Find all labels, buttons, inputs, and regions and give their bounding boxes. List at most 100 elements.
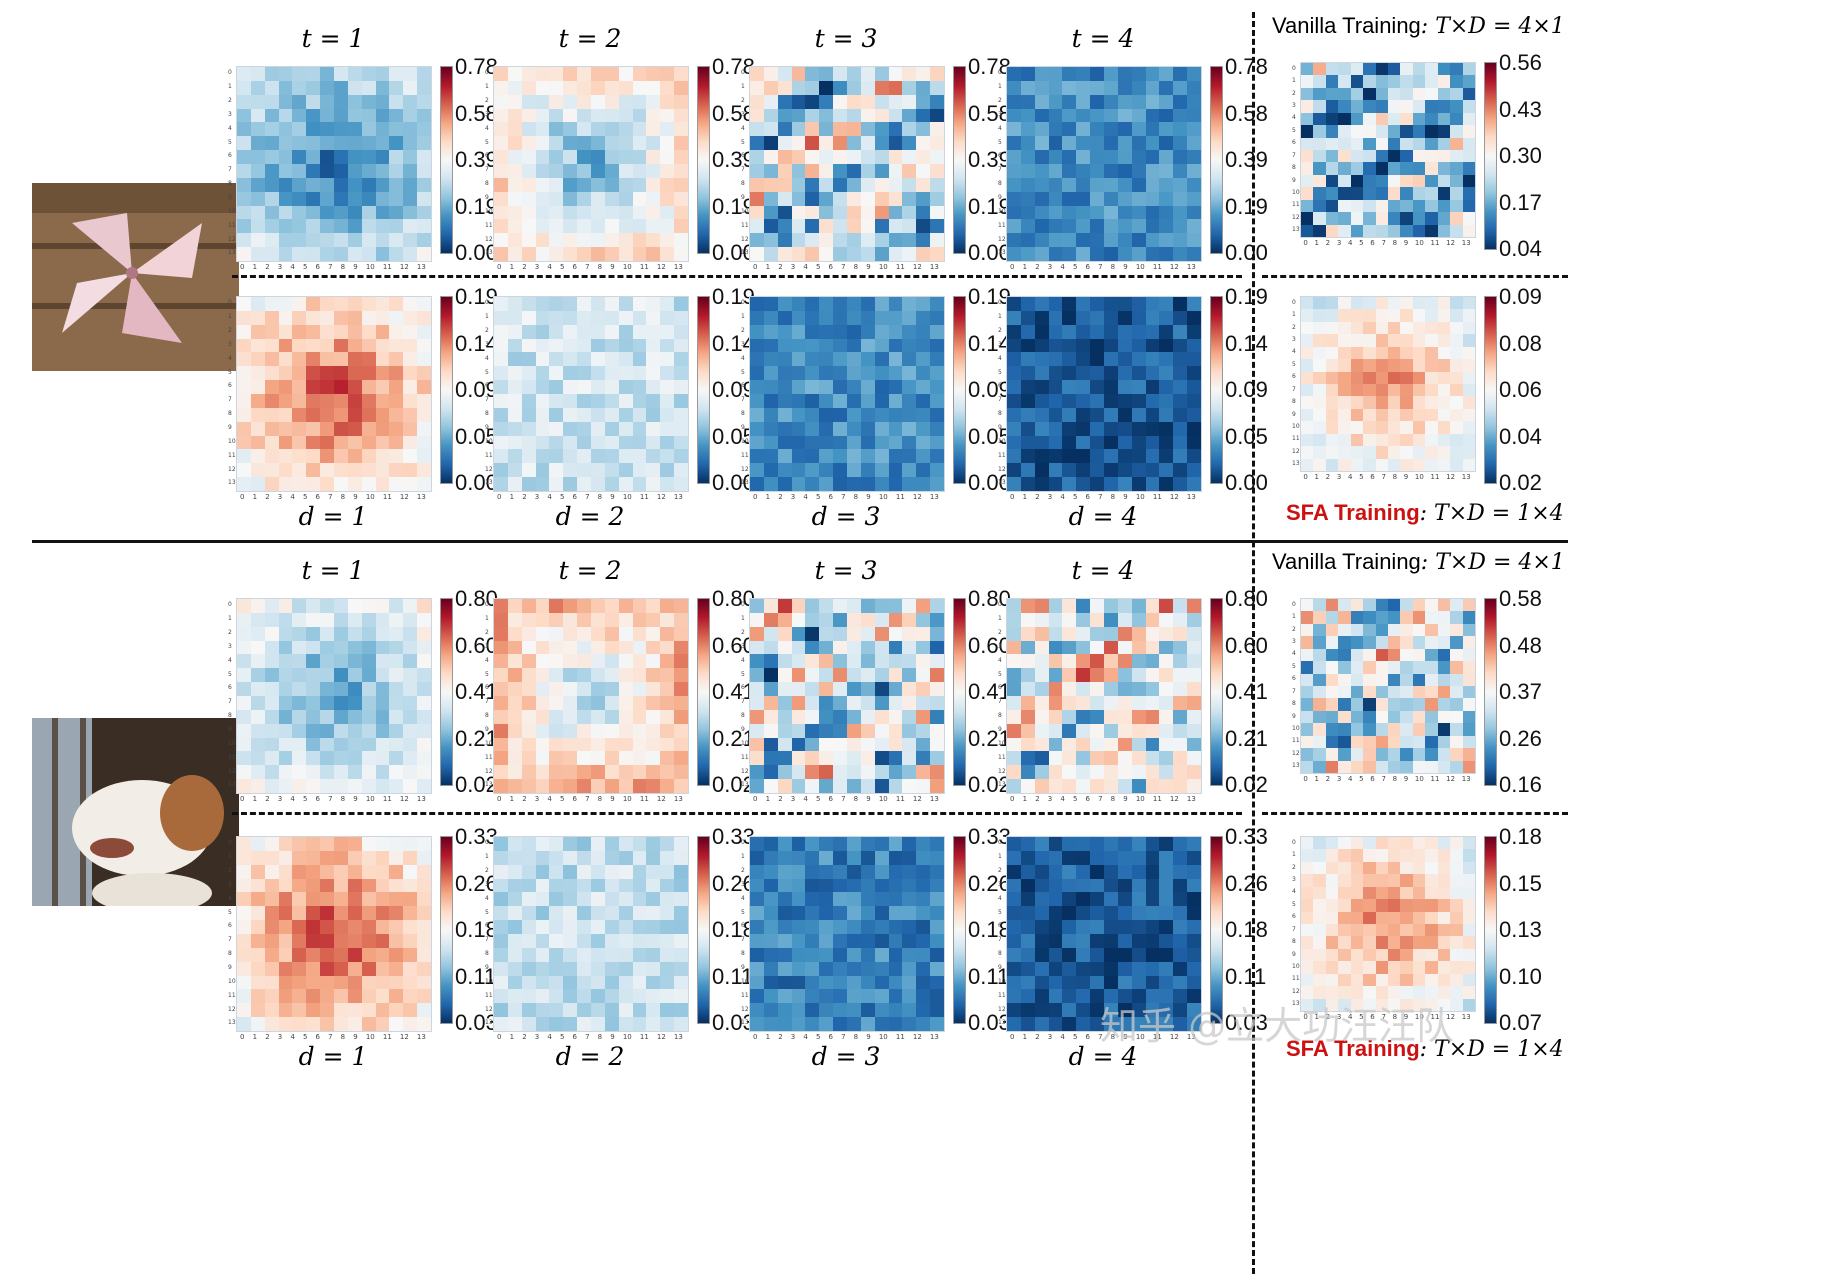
y-tick-labels: 0 1 2 3 4 5 6 7 8 9 10 11 12 13 (228, 66, 236, 260)
heatmap-cell (278, 906, 293, 921)
sfa-label-top: SFA Training: T×D = 1×4 (1286, 500, 1564, 526)
heatmap-cell (563, 380, 578, 394)
heatmap-cell (507, 723, 522, 738)
y-tick-label: 11 (228, 753, 236, 761)
heatmap-cell (805, 191, 820, 206)
heatmap-cell (292, 297, 307, 311)
heatmap-cell (1363, 224, 1376, 237)
heatmap-cell (549, 463, 564, 478)
heatmap-cell (930, 297, 944, 311)
heatmap-cell (1076, 906, 1091, 921)
y-tick-label: 5 (741, 138, 745, 146)
y-tick-label: 1 (998, 313, 1002, 321)
heatmap-cell (590, 324, 605, 339)
heatmap-cell (237, 163, 251, 178)
heatmap-cell (902, 933, 917, 948)
colorbar-tick-label: 0.18 (1225, 917, 1268, 942)
heatmap-cell (930, 177, 944, 192)
heatmap-cell (1301, 371, 1314, 384)
heatmap-cell (521, 435, 536, 450)
heatmap-cell (1425, 760, 1438, 773)
heatmap-cell (777, 906, 792, 921)
heatmap-cell (250, 407, 265, 422)
x-tick-label: 10 (1135, 493, 1145, 501)
heatmap-cell (1400, 212, 1413, 225)
heatmap-cell (750, 695, 764, 710)
heatmap-cell (763, 352, 778, 367)
heatmap-cell (361, 297, 376, 311)
y-tick-label: 5 (1292, 662, 1296, 670)
heatmap-cell (1363, 698, 1376, 711)
heatmap-cell (874, 961, 889, 976)
heatmap-cell (278, 108, 293, 123)
heatmap-cell (494, 737, 508, 752)
y-tick-label: 7 (485, 698, 489, 706)
heatmap-cell (375, 682, 390, 696)
heatmap-cell (604, 150, 619, 164)
y-tick-label: 1 (485, 853, 489, 861)
heatmap-cell (1062, 640, 1077, 655)
heatmap-cell (874, 205, 889, 220)
heatmap-cell (618, 380, 633, 394)
heatmap-cell (1159, 626, 1174, 641)
heatmap-cell (805, 324, 820, 339)
x-tick-label: 4 (1347, 1013, 1353, 1021)
heatmap-cell (1313, 224, 1326, 237)
heatmap-cell (902, 751, 917, 766)
heatmap-cell (347, 640, 362, 655)
heatmap-cell (1313, 673, 1326, 686)
heatmap-cell (250, 297, 265, 311)
colorbar-tick-label: 0.19 (968, 193, 1011, 219)
heatmap-cell (874, 150, 889, 164)
y-tick-labels: 0 1 2 3 4 5 6 7 8 9 10 11 12 13 (1292, 62, 1300, 236)
heatmap-cell (902, 709, 917, 724)
heatmap-cell (660, 463, 675, 478)
heatmap-cell (320, 94, 334, 109)
heatmap-cell (375, 352, 390, 367)
heatmap-cell (278, 640, 293, 655)
heatmap-cell (1350, 137, 1364, 150)
heatmap-cell (1131, 108, 1146, 123)
x-tick-label: 13 (1186, 1033, 1196, 1041)
heatmap-cell (777, 933, 792, 948)
heatmap-cell (1363, 874, 1376, 887)
heatmap-cell (1400, 723, 1413, 736)
heatmap-cell (264, 723, 279, 738)
heatmap-cell (1350, 710, 1364, 724)
heatmap-cell (494, 205, 508, 220)
heatmap-cell (763, 626, 778, 641)
heatmap-cell (237, 850, 251, 865)
heatmap-cell (819, 205, 834, 220)
heatmap-cell (347, 324, 362, 339)
heatmap-cell (1117, 380, 1132, 394)
heatmap-cell (674, 435, 688, 450)
heatmap-cell (1437, 100, 1451, 113)
x-tick-label: 0 (497, 263, 502, 271)
x-tick-label: 6 (315, 1033, 320, 1041)
heatmap-cell (494, 324, 508, 339)
heatmap-cell (1350, 384, 1364, 397)
y-tick-label: 3 (998, 110, 1002, 118)
colorbar-tick-label: 0.33 (712, 824, 755, 849)
heatmap-cell (763, 310, 778, 325)
heatmap-cell (494, 837, 508, 851)
heatmap-cell (1437, 75, 1451, 88)
heatmap-cell (1375, 408, 1388, 422)
heatmap-cell (916, 407, 931, 422)
heatmap-cell (1187, 67, 1201, 81)
heatmap-cell (521, 67, 536, 81)
heatmap-cell (791, 737, 806, 752)
panel-title: d = 3 (811, 502, 881, 531)
heatmap-cell (590, 989, 605, 1004)
heatmap-cell (888, 864, 903, 879)
heatmap-cell (1425, 421, 1438, 434)
heatmap-cell (618, 654, 633, 669)
heatmap-cell (1131, 850, 1146, 865)
heatmap-cell (264, 682, 279, 696)
heatmap-cell (632, 352, 647, 367)
heatmap-cell (250, 947, 265, 962)
heatmap-cell (646, 1003, 661, 1018)
heatmap-cell (278, 366, 293, 381)
heatmap-cell (1034, 205, 1049, 220)
heatmap-cell (1301, 359, 1314, 372)
